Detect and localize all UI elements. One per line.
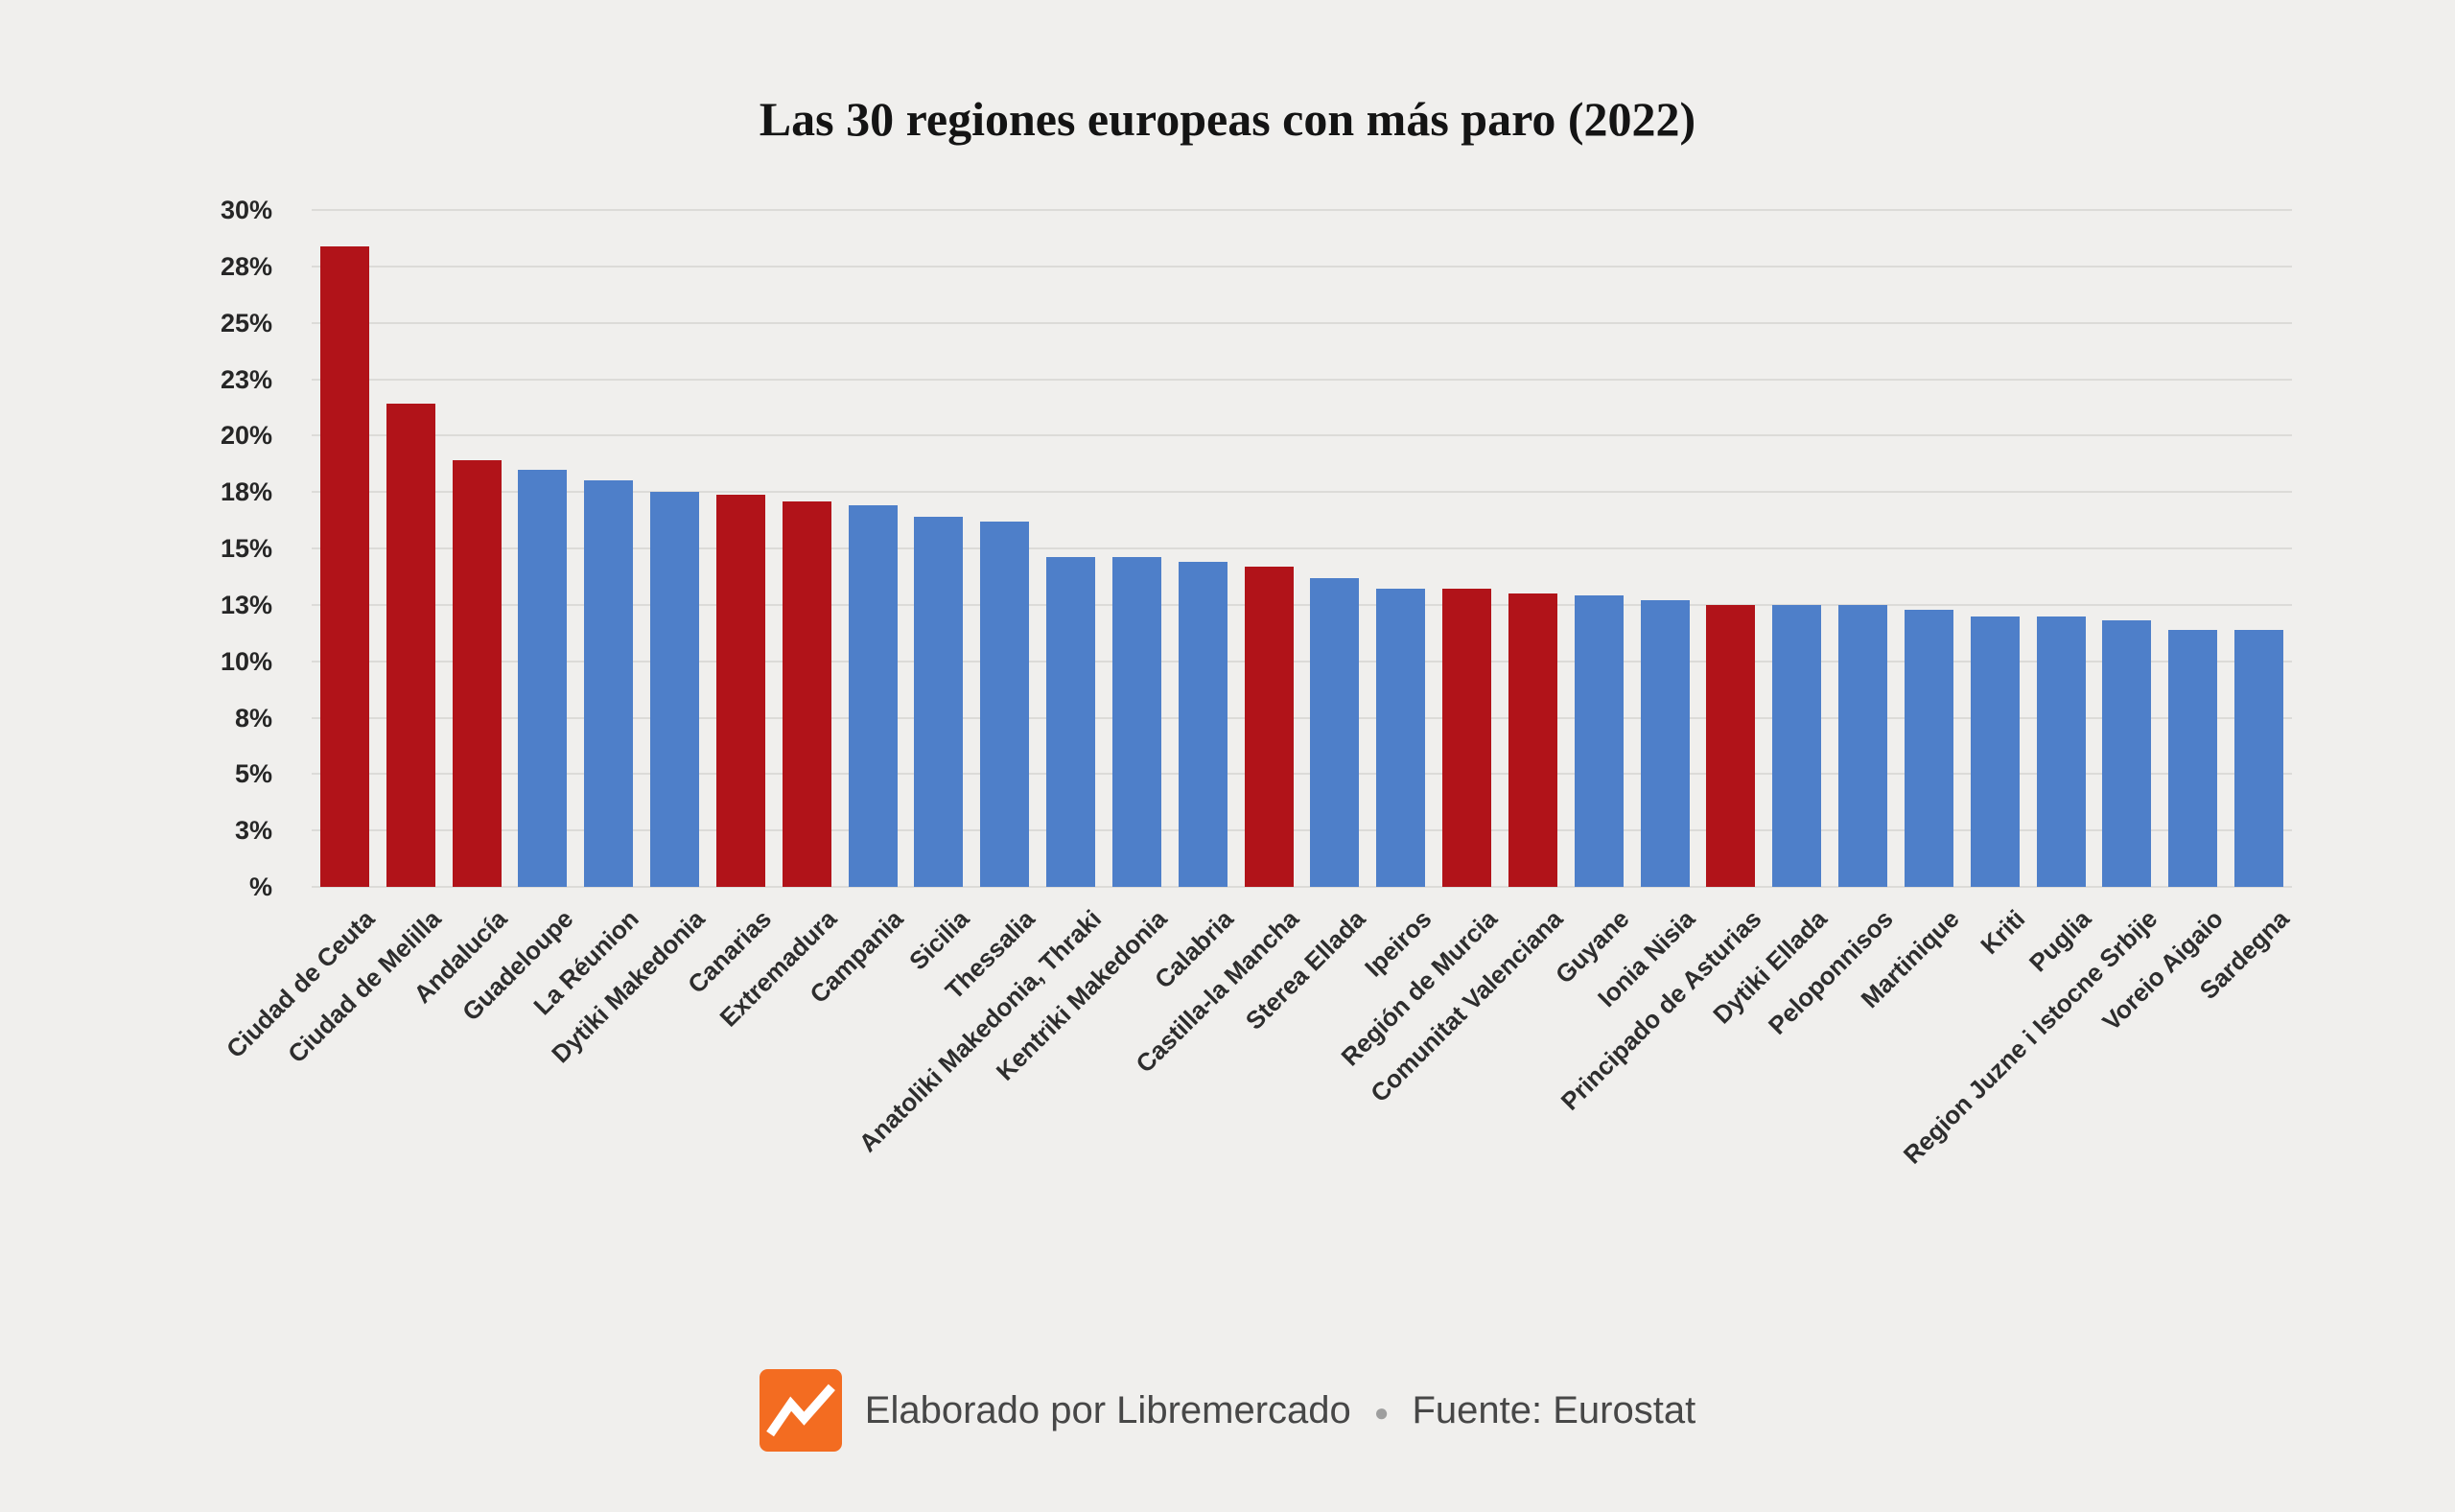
y-tick-label: 8% [234,703,272,733]
gridline [312,829,2292,832]
bar-sicilia [914,517,964,887]
y-tick-label: 30% [220,196,272,224]
bar-comunitat-valenciana [1508,593,1557,887]
bar-voreio-aigaio [2168,629,2218,887]
y-tick-label: 15% [220,534,272,563]
bar-region-juzne-i-istocne-srbije [2102,620,2152,887]
bar-ciudad-de-ceuta [319,245,369,887]
gridline [312,321,2292,324]
gridline [312,603,2292,606]
gridline [312,434,2292,437]
bar-canarias [715,494,765,887]
bar-dytiki-makedonia [650,492,700,887]
y-tick-label: 18% [220,477,272,507]
y-tick-label: 5% [234,759,272,789]
gridline [312,265,2292,268]
bar-castilla-la-mancha [1244,566,1294,887]
gridline [312,378,2292,381]
y-tick-label: 10% [220,646,272,676]
bar-dytiki-ellada [1772,604,1822,887]
libremercado-logo-icon [759,1369,842,1452]
bar-la-reunion [584,480,634,887]
y-tick-label: 20% [220,421,272,451]
y-tick-label: % [248,872,272,901]
bar-thessalia [980,521,1030,887]
bar-anatoliki-makedonia-thraki [1046,557,1096,887]
y-tick-label: 3% [234,816,272,846]
bar-principado-de-asturias [1706,604,1756,887]
gridline [312,491,2292,494]
separator-dot-icon: ● [1373,1398,1390,1427]
gridline [312,547,2292,549]
bar-guyane [1574,595,1624,887]
gridline [312,716,2292,719]
y-tick-label: 13% [220,590,272,619]
y-tick-label: 23% [220,364,272,394]
bar-martinique [1904,609,1953,887]
bar-sardegna [2234,629,2284,887]
bar-campania [848,505,898,887]
source-text: Fuente: Eurostat [1412,1388,1696,1431]
credit-text: Elaborado por Libremercado [864,1388,1351,1431]
gridline [312,209,2292,211]
footer-credit: Elaborado por Libremercado ● Fuente: Eur… [0,1369,2455,1452]
x-tick-label-kriti: Kriti [1975,904,2031,960]
bar-ionia-nisia [1640,600,1690,887]
plot-area: Ciudad de Ceuta Ciudad de Melilla Andalucí… [221,209,2295,1170]
y-tick-label: 25% [220,308,272,337]
gridline [312,886,2292,888]
bar-kentriki-makedonia [1111,557,1161,887]
y-tick-label: 28% [220,251,272,281]
bar-sterea-ellada [1310,577,1360,887]
bar-andalucia [452,460,502,887]
bar-guadeloupe [518,469,568,887]
bar-puglia [2036,616,2086,887]
bar-peloponnisos [1838,604,1888,887]
bar-ciudad-de-melilla [386,404,435,887]
bar-kriti [1970,616,2020,887]
bar-extremadura [782,500,831,887]
bar-calabria [1178,562,1228,887]
gridline [312,773,2292,776]
gridline [312,660,2292,663]
bar-region-de-murcia [1442,589,1492,887]
bar-ipeiros [1376,589,1426,887]
chart-title: Las 30 regiones europeas con más paro (2… [759,92,1696,146]
